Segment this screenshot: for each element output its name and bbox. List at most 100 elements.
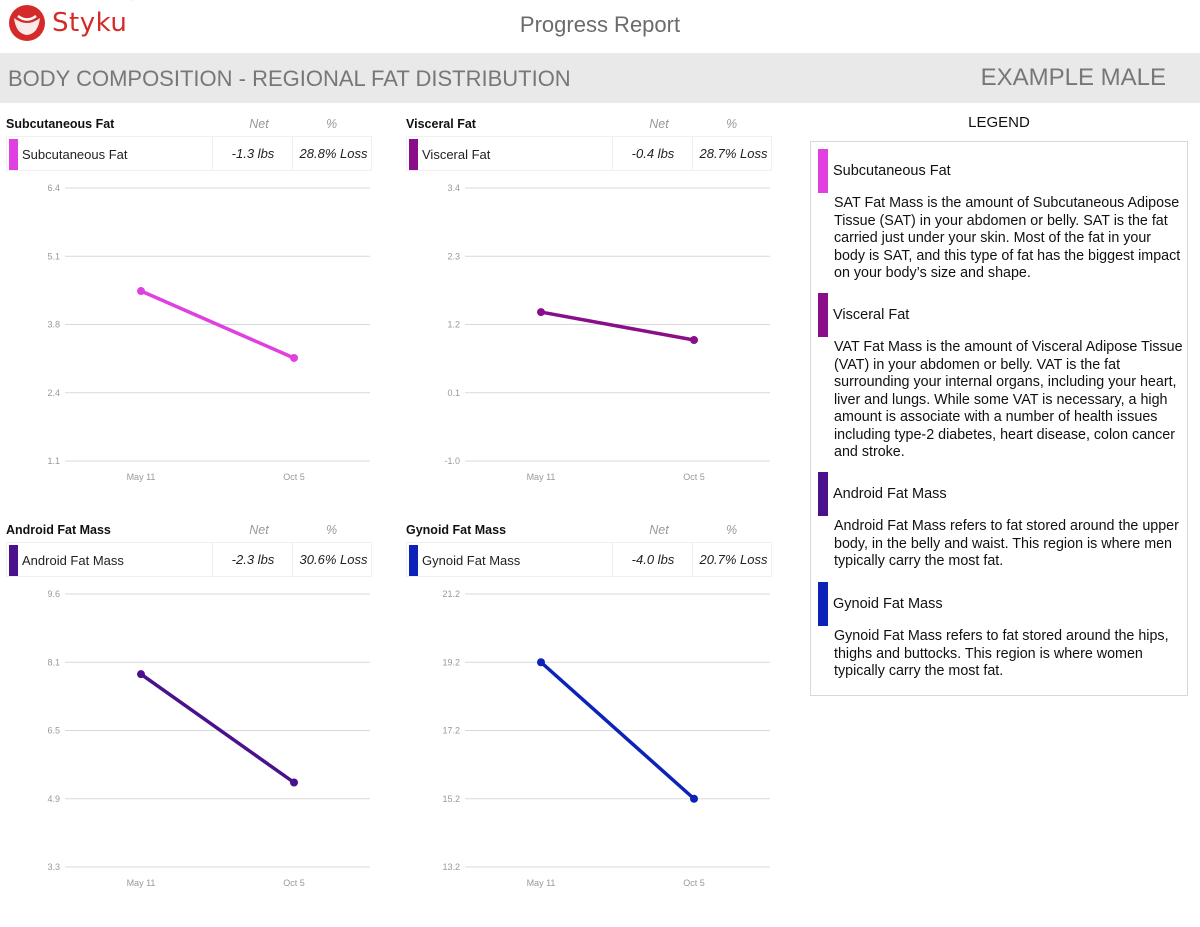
x-tick-label: Oct 5 [283,878,305,888]
y-tick-label: 6.4 [47,183,60,193]
data-point [537,308,545,317]
percent-header: % [726,523,738,537]
x-tick-label: Oct 5 [683,472,705,482]
legend-item-name: Visceral Fat [833,307,910,323]
net-header: Net [649,117,669,131]
styku-logo-icon [9,5,45,41]
net-header: Net [649,523,669,537]
percent-header: % [326,117,338,131]
legend-swatch [818,149,828,193]
series-line [139,672,296,784]
metric-row: Visceral Fat -0.4 lbs 28.7% Loss [406,136,772,171]
metric-percent: 20.7% Loss [692,543,774,576]
line-chart: 21.2 19.2 17.2 15.2 13.2 May 11 Oct 5 [442,589,770,888]
panel-title: Subcutaneous Fat [6,117,115,131]
legend-swatch [818,472,828,516]
metric-percent: 30.6% Loss [292,543,374,576]
brand-tm: ™ [128,0,135,5]
y-tick-label: 8.1 [47,657,60,667]
y-tick-label: 3.8 [47,320,60,330]
brand-name: Styku™ [52,0,135,38]
section-banner: BODY COMPOSITION - REGIONAL FAT DISTRIBU… [0,53,1200,103]
styku-logo: Styku™ [8,0,135,42]
y-tick-label: 2.3 [447,251,460,261]
legend-swatch [818,582,828,626]
panel-visceral-fat: Visceral Fat Net % Visceral Fat -0.4 lbs… [406,103,776,483]
x-tick-label: May 11 [127,878,156,888]
panel-title: Gynoid Fat Mass [406,523,507,537]
color-swatch [9,545,18,576]
data-point [290,353,298,362]
report-title: Progress Report [519,12,681,37]
metric-row: Android Fat Mass -2.3 lbs 30.6% Loss [6,542,372,577]
color-swatch [409,139,418,170]
x-tick-label: May 11 [527,472,556,482]
y-tick-label: 1.2 [447,320,460,330]
metric-net: -2.3 lbs [212,543,293,576]
metric-name: Android Fat Mass [22,553,124,568]
x-tick-label: Oct 5 [683,878,705,888]
y-tick-label: 6.5 [47,726,60,736]
legend-item-name: Subcutaneous Fat [833,163,951,179]
legend-swatch [818,293,828,337]
metric-net: -4.0 lbs [612,543,693,576]
metric-percent: 28.7% Loss [692,137,774,170]
section-title: BODY COMPOSITION - REGIONAL FAT DISTRIBU… [8,66,571,91]
metric-row: Subcutaneous Fat -1.3 lbs 28.8% Loss [6,136,372,171]
metric-name: Visceral Fat [422,147,491,162]
panel-title: Android Fat Mass [6,523,111,537]
line-chart: 9.6 8.1 6.5 4.9 3.3 May 11 Oct 5 [47,589,370,888]
percent-header: % [326,523,338,537]
y-tick-label: 9.6 [47,589,60,599]
y-tick-label: -1.0 [444,456,460,466]
percent-header: % [726,117,738,131]
legend-item-name: Gynoid Fat Mass [833,596,943,612]
net-header: Net [249,523,269,537]
data-point [137,670,145,679]
data-point [690,336,698,345]
data-point [537,658,545,667]
data-point [137,287,145,296]
data-point [290,778,298,787]
y-tick-label: 4.9 [47,794,60,804]
data-point [690,794,698,803]
panel-gynoid-fat-mass: Gynoid Fat Mass Net % Gynoid Fat Mass -4… [406,509,776,889]
y-tick-label: 3.3 [47,862,60,872]
panel-android-fat-mass: Android Fat Mass Net % Android Fat Mass … [6,509,376,889]
y-tick-label: 5.1 [47,251,60,261]
y-tick-label: 17.2 [442,726,460,736]
panel-title: Visceral Fat [406,117,476,131]
legend-item-description: Gynoid Fat Mass refers to fat stored aro… [834,628,1169,679]
legend-item-description: Android Fat Mass refers to fat stored ar… [834,518,1179,569]
metric-name: Subcutaneous Fat [22,147,128,162]
panel-subcutaneous-fat: Subcutaneous Fat Net % Subcutaneous Fat … [6,103,376,483]
metric-net: -1.3 lbs [212,137,293,170]
line-chart: 3.4 2.3 1.2 0.1 -1.0 May 11 Oct 5 [444,183,770,482]
legend-item-description: SAT Fat Mass is the amount of Subcutaneo… [834,195,1181,281]
y-tick-label: 21.2 [442,589,460,599]
y-tick-label: 0.1 [447,388,460,398]
top-bar: Styku™ Progress Report [0,0,1200,50]
legend-title: LEGEND [968,114,1030,131]
x-tick-label: May 11 [127,472,156,482]
series-line [140,289,295,360]
series-line [539,660,696,801]
y-tick-label: 2.4 [47,388,60,398]
legend-item-name: Android Fat Mass [833,486,947,502]
metric-row: Gynoid Fat Mass -4.0 lbs 20.7% Loss [406,542,772,577]
y-tick-label: 15.2 [442,794,460,804]
y-tick-label: 13.2 [442,862,460,872]
legend: Subcutaneous Fat SAT Fat Mass is the amo… [810,141,1188,696]
line-chart: 6.4 5.1 3.8 2.4 1.1 May 11 Oct 5 [47,183,370,482]
color-swatch [9,139,18,170]
y-tick-label: 1.1 [47,456,60,466]
color-swatch [409,545,418,576]
series-line [540,310,695,342]
person-name: EXAMPLE MALE [980,64,1166,91]
metric-net: -0.4 lbs [612,137,693,170]
y-tick-label: 19.2 [442,657,460,667]
metric-percent: 28.8% Loss [292,137,374,170]
x-tick-label: May 11 [527,878,556,888]
x-tick-label: Oct 5 [283,472,305,482]
net-header: Net [249,117,269,131]
